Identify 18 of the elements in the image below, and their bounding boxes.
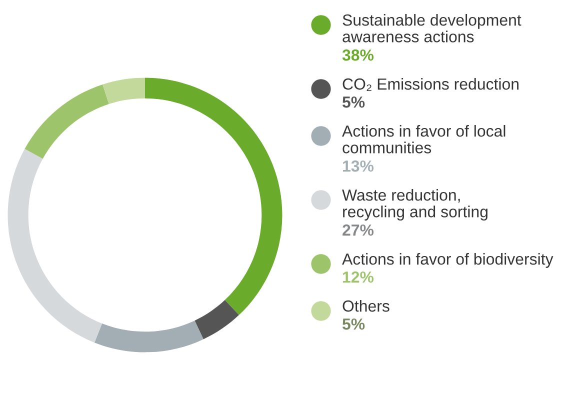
data-label: 5%	[342, 96, 365, 108]
data-label: 27%	[342, 224, 374, 236]
data-label: 13%	[343, 160, 374, 172]
donut-slice	[102, 78, 145, 104]
legend-label: Sustainable development awareness actions	[342, 14, 522, 42]
donut-slice	[94, 320, 204, 352]
donut-slice	[194, 300, 239, 340]
legend-label: Actions in favor of local communities	[342, 125, 506, 154]
legend-label: Actions in favor of biodiversity	[342, 253, 554, 268]
data-label: 38%	[342, 49, 374, 61]
legend-label: Others	[342, 300, 390, 312]
data-label: 12%	[343, 271, 374, 283]
donut-slice	[8, 148, 102, 343]
legend-label: CO₂ Emissions reduction	[342, 78, 518, 91]
data-label: 5%	[342, 318, 365, 330]
donut-slice	[24, 84, 109, 159]
donut-slice	[145, 78, 282, 316]
legend-label: Waste reduction, recycling and sorting	[342, 189, 488, 221]
